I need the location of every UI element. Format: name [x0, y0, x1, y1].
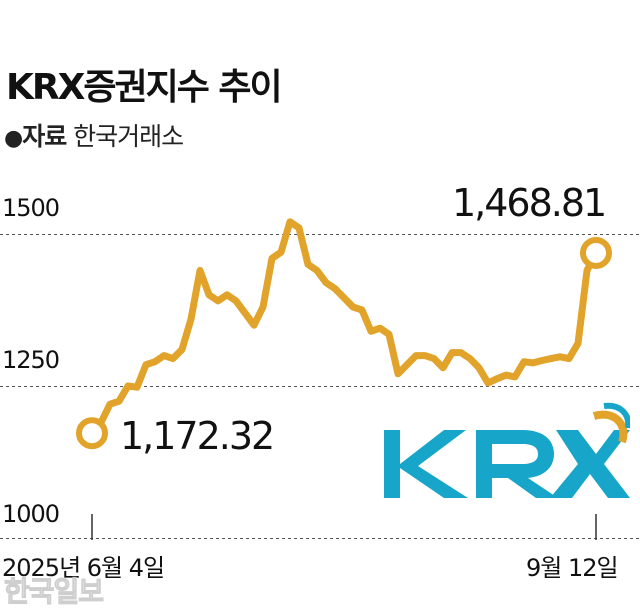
- start-point-marker: [76, 417, 108, 450]
- y-tick-label: 1000: [2, 500, 60, 528]
- start-value-label: 1,172.32: [120, 414, 275, 458]
- source-name: 한국거래소: [73, 122, 184, 151]
- x-label-start: 2025년 6월 4일: [2, 554, 165, 582]
- source-label: 자료: [22, 122, 67, 151]
- end-value-label: 1,468.81: [452, 181, 607, 225]
- x-label-end: 9월 12일: [526, 554, 619, 582]
- chart-title: KRX증권지수 추이: [6, 67, 283, 108]
- series-layer: [88, 218, 600, 437]
- grid-lines: [0, 234, 640, 539]
- y-tick-label: 1250: [2, 346, 60, 374]
- chart-source: ●자료 한국거래소: [4, 117, 184, 153]
- x-tick-marks: [91, 514, 597, 540]
- series-line: [88, 218, 600, 437]
- source-bullet-icon: ●: [4, 126, 23, 151]
- watermark: 한국일보: [3, 575, 104, 609]
- y-tick-label: 1500: [2, 194, 60, 222]
- end-point-marker: [580, 236, 612, 269]
- krx-logo: [384, 402, 630, 498]
- endpoint-markers: [76, 236, 612, 450]
